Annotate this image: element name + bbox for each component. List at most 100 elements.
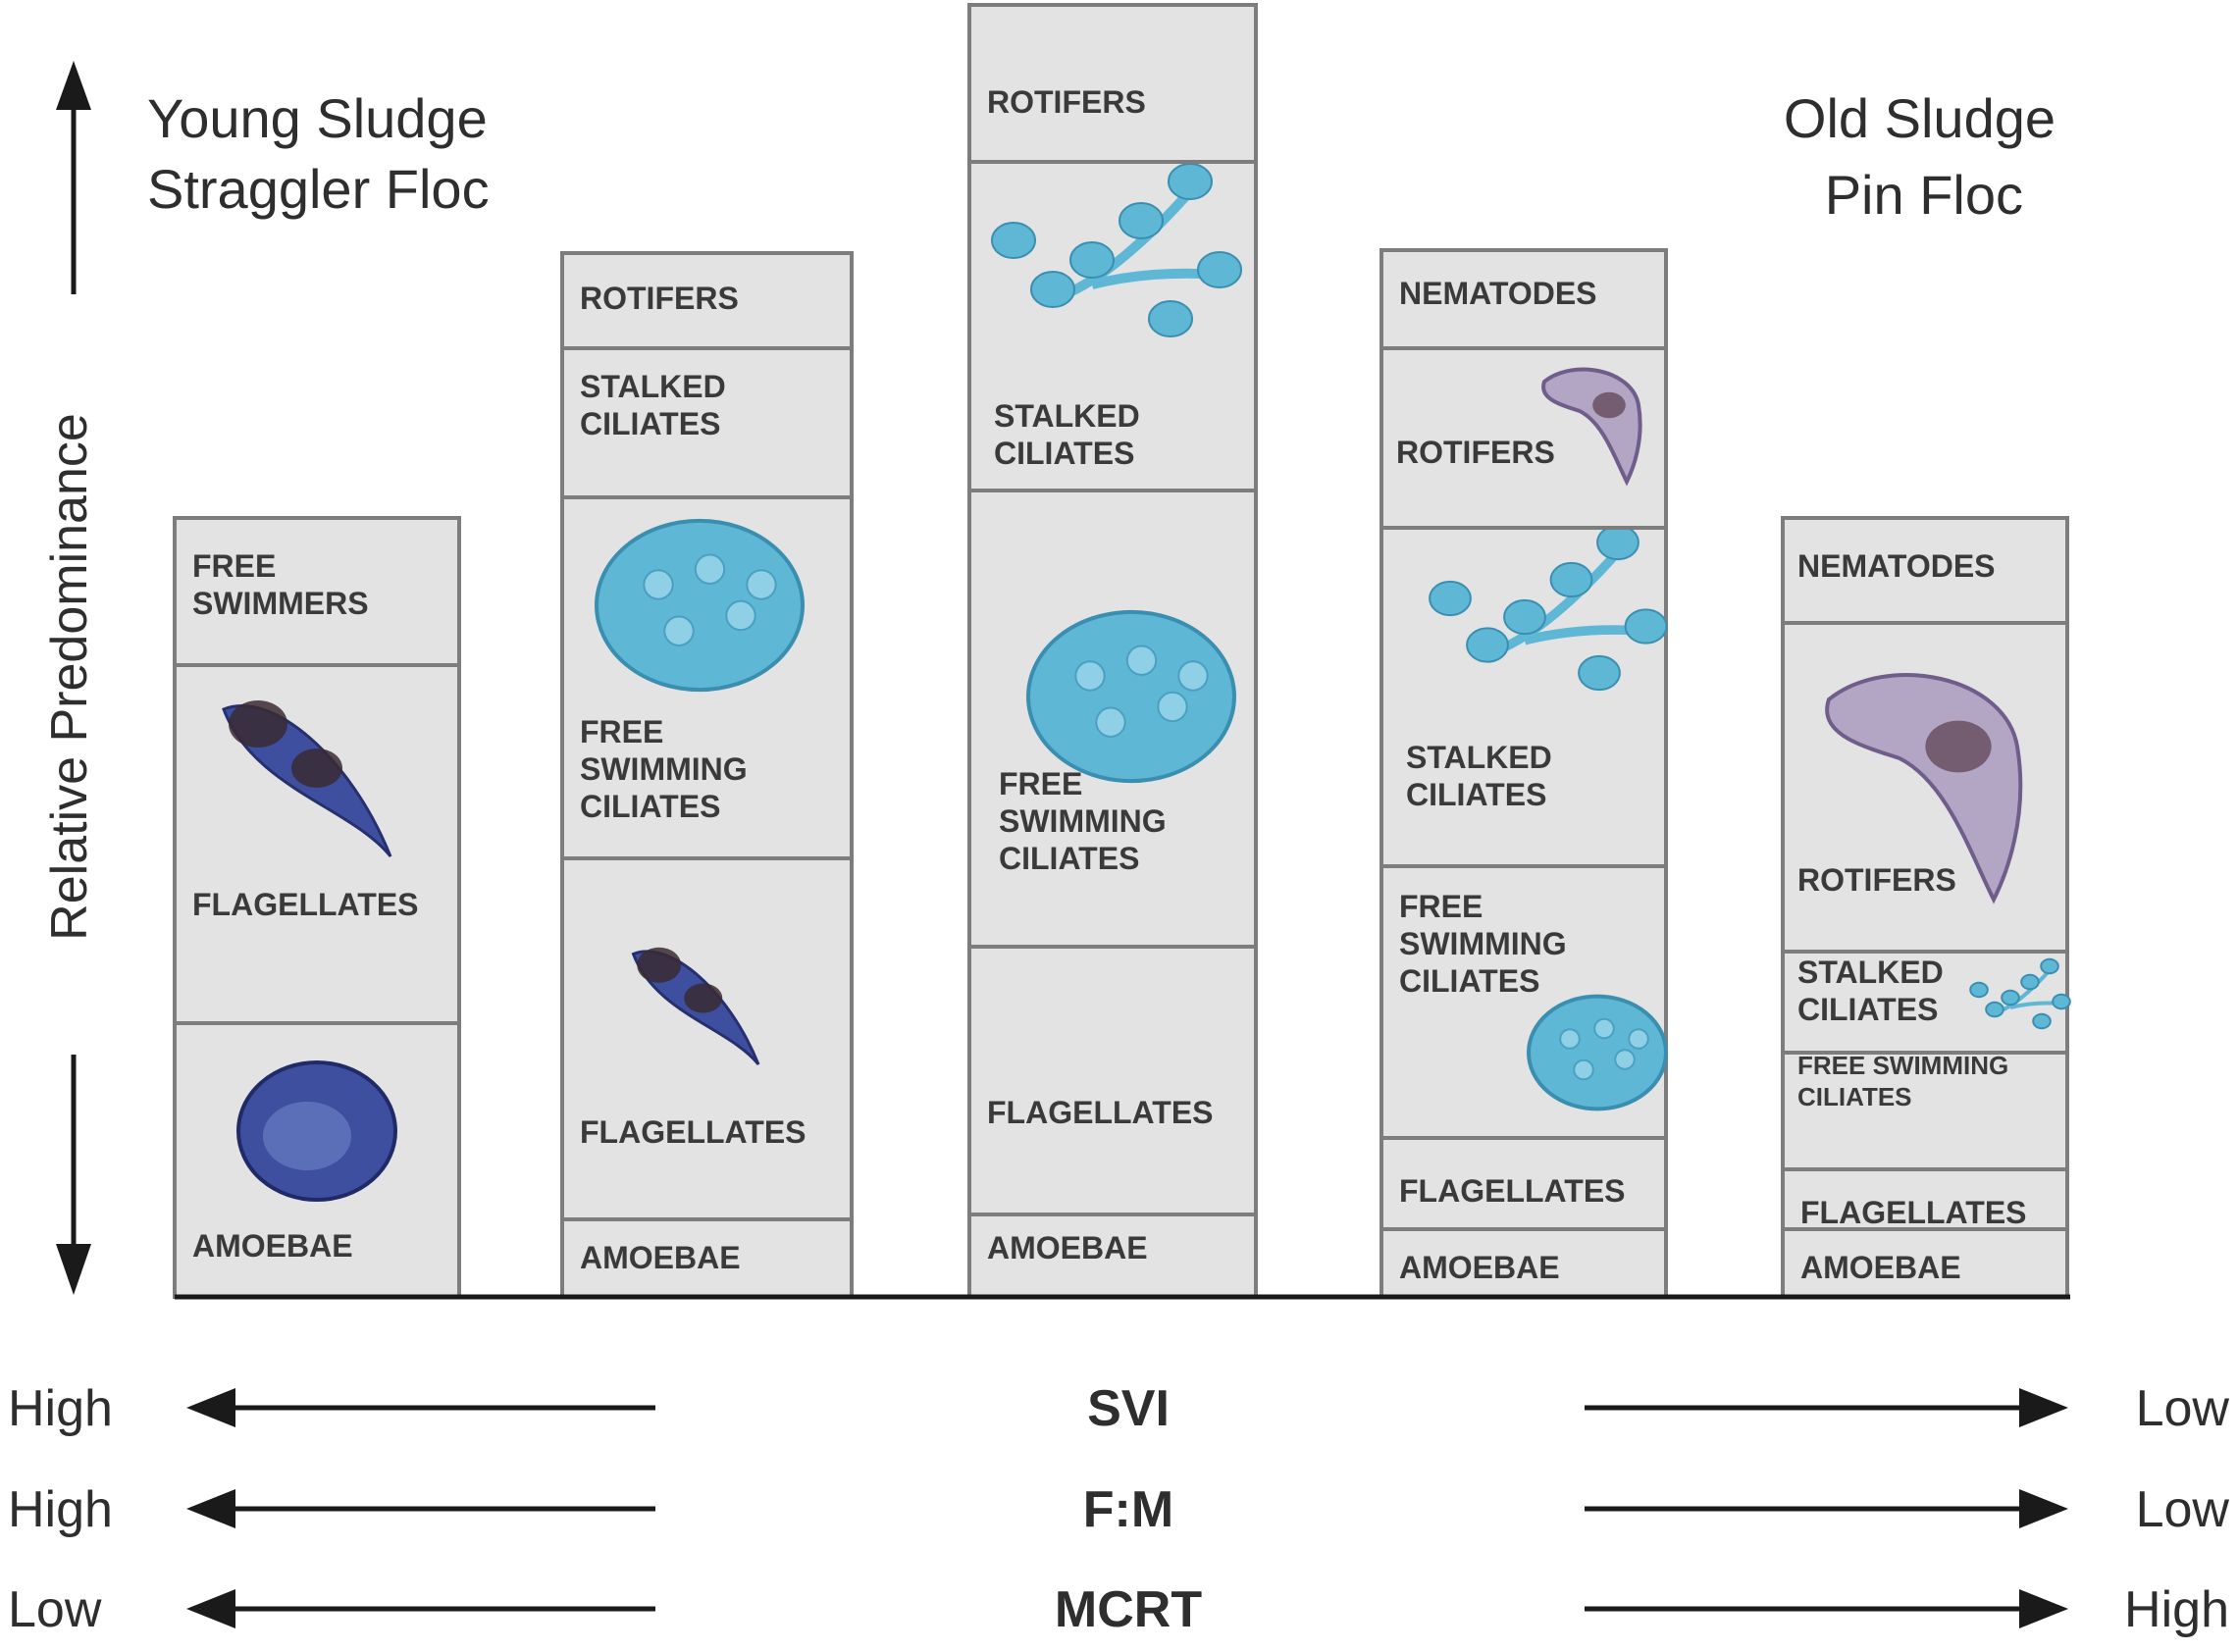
segment-label: SWIMMING (1399, 926, 1567, 961)
segment-label: SWIMMERS (192, 586, 369, 621)
segment-label: NEMATODES (1399, 276, 1597, 311)
segment-box (967, 945, 1258, 1216)
zooid-icon (2001, 989, 2020, 1007)
segment-flagellates: FLAGELLATES (1379, 1136, 1668, 1231)
left-arrowhead-icon (186, 1589, 235, 1628)
zooid-icon (1985, 1001, 2004, 1018)
segment-label: ROTIFERS (580, 281, 739, 316)
segment-label: CILIATES (1797, 1082, 1912, 1111)
zooid-icon (1578, 654, 1621, 692)
zooid-icon (1030, 271, 1075, 308)
zooid-icon (991, 222, 1036, 259)
segment-amoebae: AMOEBAE (1379, 1227, 1668, 1299)
segment-nematodes: NEMATODES (1781, 516, 2069, 625)
right-arrowhead-icon (2019, 1388, 2068, 1427)
segment-label: STALKED (1797, 955, 1944, 990)
gradient-name: F:M (1083, 1481, 1173, 1538)
column-2: AMOEBAEFLAGELLATESFREESWIMMINGCILIATESST… (560, 251, 854, 1299)
title-right-line2: Pin Floc (1825, 164, 2023, 226)
segment-box (967, 160, 1258, 492)
rotifer-organ-icon (1925, 720, 1992, 773)
left-arrowhead-icon (186, 1489, 235, 1528)
segment-box (1781, 1167, 2069, 1231)
segment-label: STALKED (580, 369, 726, 404)
flagellate-body-icon (684, 983, 723, 1013)
segment-label: FLAGELLATES (580, 1114, 807, 1150)
segment-label: FREE SWIMMING (1797, 1051, 2008, 1080)
gradient-name: SVI (1087, 1380, 1170, 1437)
ciliate-vacuole-icon (1074, 660, 1106, 692)
segment-label: ROTIFERS (987, 84, 1146, 120)
zooid-icon (1069, 241, 1115, 279)
segment-label: FLAGELLATES (1800, 1195, 2027, 1230)
ciliate-icon (595, 518, 805, 693)
segment-box (1781, 1051, 2069, 1171)
ciliate-vacuole-icon (1177, 660, 1209, 692)
flagellate-body-icon (637, 947, 682, 983)
zooid-icon (1148, 300, 1193, 337)
gradient-name: MCRT (1055, 1581, 1202, 1638)
segment-label: FREE (999, 766, 1082, 801)
segment-box (1379, 1227, 1668, 1299)
zooid-icon (2020, 973, 2040, 991)
gradient-right-label: Low (2136, 1481, 2230, 1538)
column-3: AMOEBAE FLAGELLATESFREESWIMMINGCILIATESST… (967, 3, 1258, 1299)
ciliate-vacuole-icon (1157, 691, 1188, 723)
segment-flagellates: FLAGELLATES (173, 663, 461, 1025)
segment-box (1781, 516, 2069, 625)
segment-label: CILIATES (1406, 777, 1546, 812)
flagellate-body-icon (229, 700, 287, 748)
segment-label: STALKED (1406, 740, 1552, 775)
segment-rotifers: ROTIFERS (560, 251, 854, 350)
segment-box (560, 346, 854, 499)
segment-label: ROTIFERS (1797, 862, 1956, 898)
segment-box (560, 251, 854, 350)
segment-nematodes: NEMATODES (1379, 248, 1668, 350)
segment-amoebae: AMOEBAE (173, 1021, 461, 1299)
segment-label: CILIATES (1797, 992, 1938, 1027)
segment-label: FREE (192, 548, 276, 584)
segment-label: ROTIFERS (1396, 435, 1555, 470)
segment-box (560, 1217, 854, 1299)
zooid-icon (2052, 993, 2071, 1010)
gradient-left-label: High (8, 1481, 113, 1538)
ciliate-vacuole-icon (1593, 1017, 1615, 1040)
ciliate-vacuole-icon (1125, 645, 1158, 676)
y-axis-arrow (56, 61, 91, 1295)
segment-flagellates: FLAGELLATES (967, 945, 1258, 1216)
segment-label: SWIMMING (580, 751, 748, 787)
ciliate-vacuole-icon (1095, 706, 1126, 738)
segment-box (173, 516, 461, 667)
zooid-icon (1969, 981, 1989, 999)
ciliate-vacuole-icon (1628, 1028, 1649, 1050)
segment-amoebae: AMOEBAE (560, 1217, 854, 1299)
segment-box (1781, 950, 2069, 1055)
segment-label: AMOEBAE (987, 1230, 1148, 1265)
ciliate-vacuole-icon (725, 599, 756, 632)
segment-rotifers: ROTIFERS (967, 3, 1258, 164)
zooid-icon (1624, 608, 1668, 645)
zooid-icon (1596, 524, 1639, 561)
gradient-row-fm: High F:M Low (8, 1481, 2229, 1538)
ciliate-vacuole-icon (1573, 1058, 1594, 1081)
gradient-rows: High SVI Low High F:M Low Low MCRT High (8, 1380, 2229, 1638)
segment-rotifers: ROTIFERS (1781, 621, 2069, 954)
flagellate-body-icon (291, 749, 342, 788)
right-arrowhead-icon (2019, 1489, 2068, 1528)
title-left-line1: Young Sludge (147, 87, 488, 149)
y-axis-label: Relative Predominance (41, 413, 98, 941)
gradient-row-svi: High SVI Low (8, 1380, 2229, 1437)
zooid-icon (1197, 251, 1242, 288)
segment-label: FREE (1399, 889, 1483, 924)
